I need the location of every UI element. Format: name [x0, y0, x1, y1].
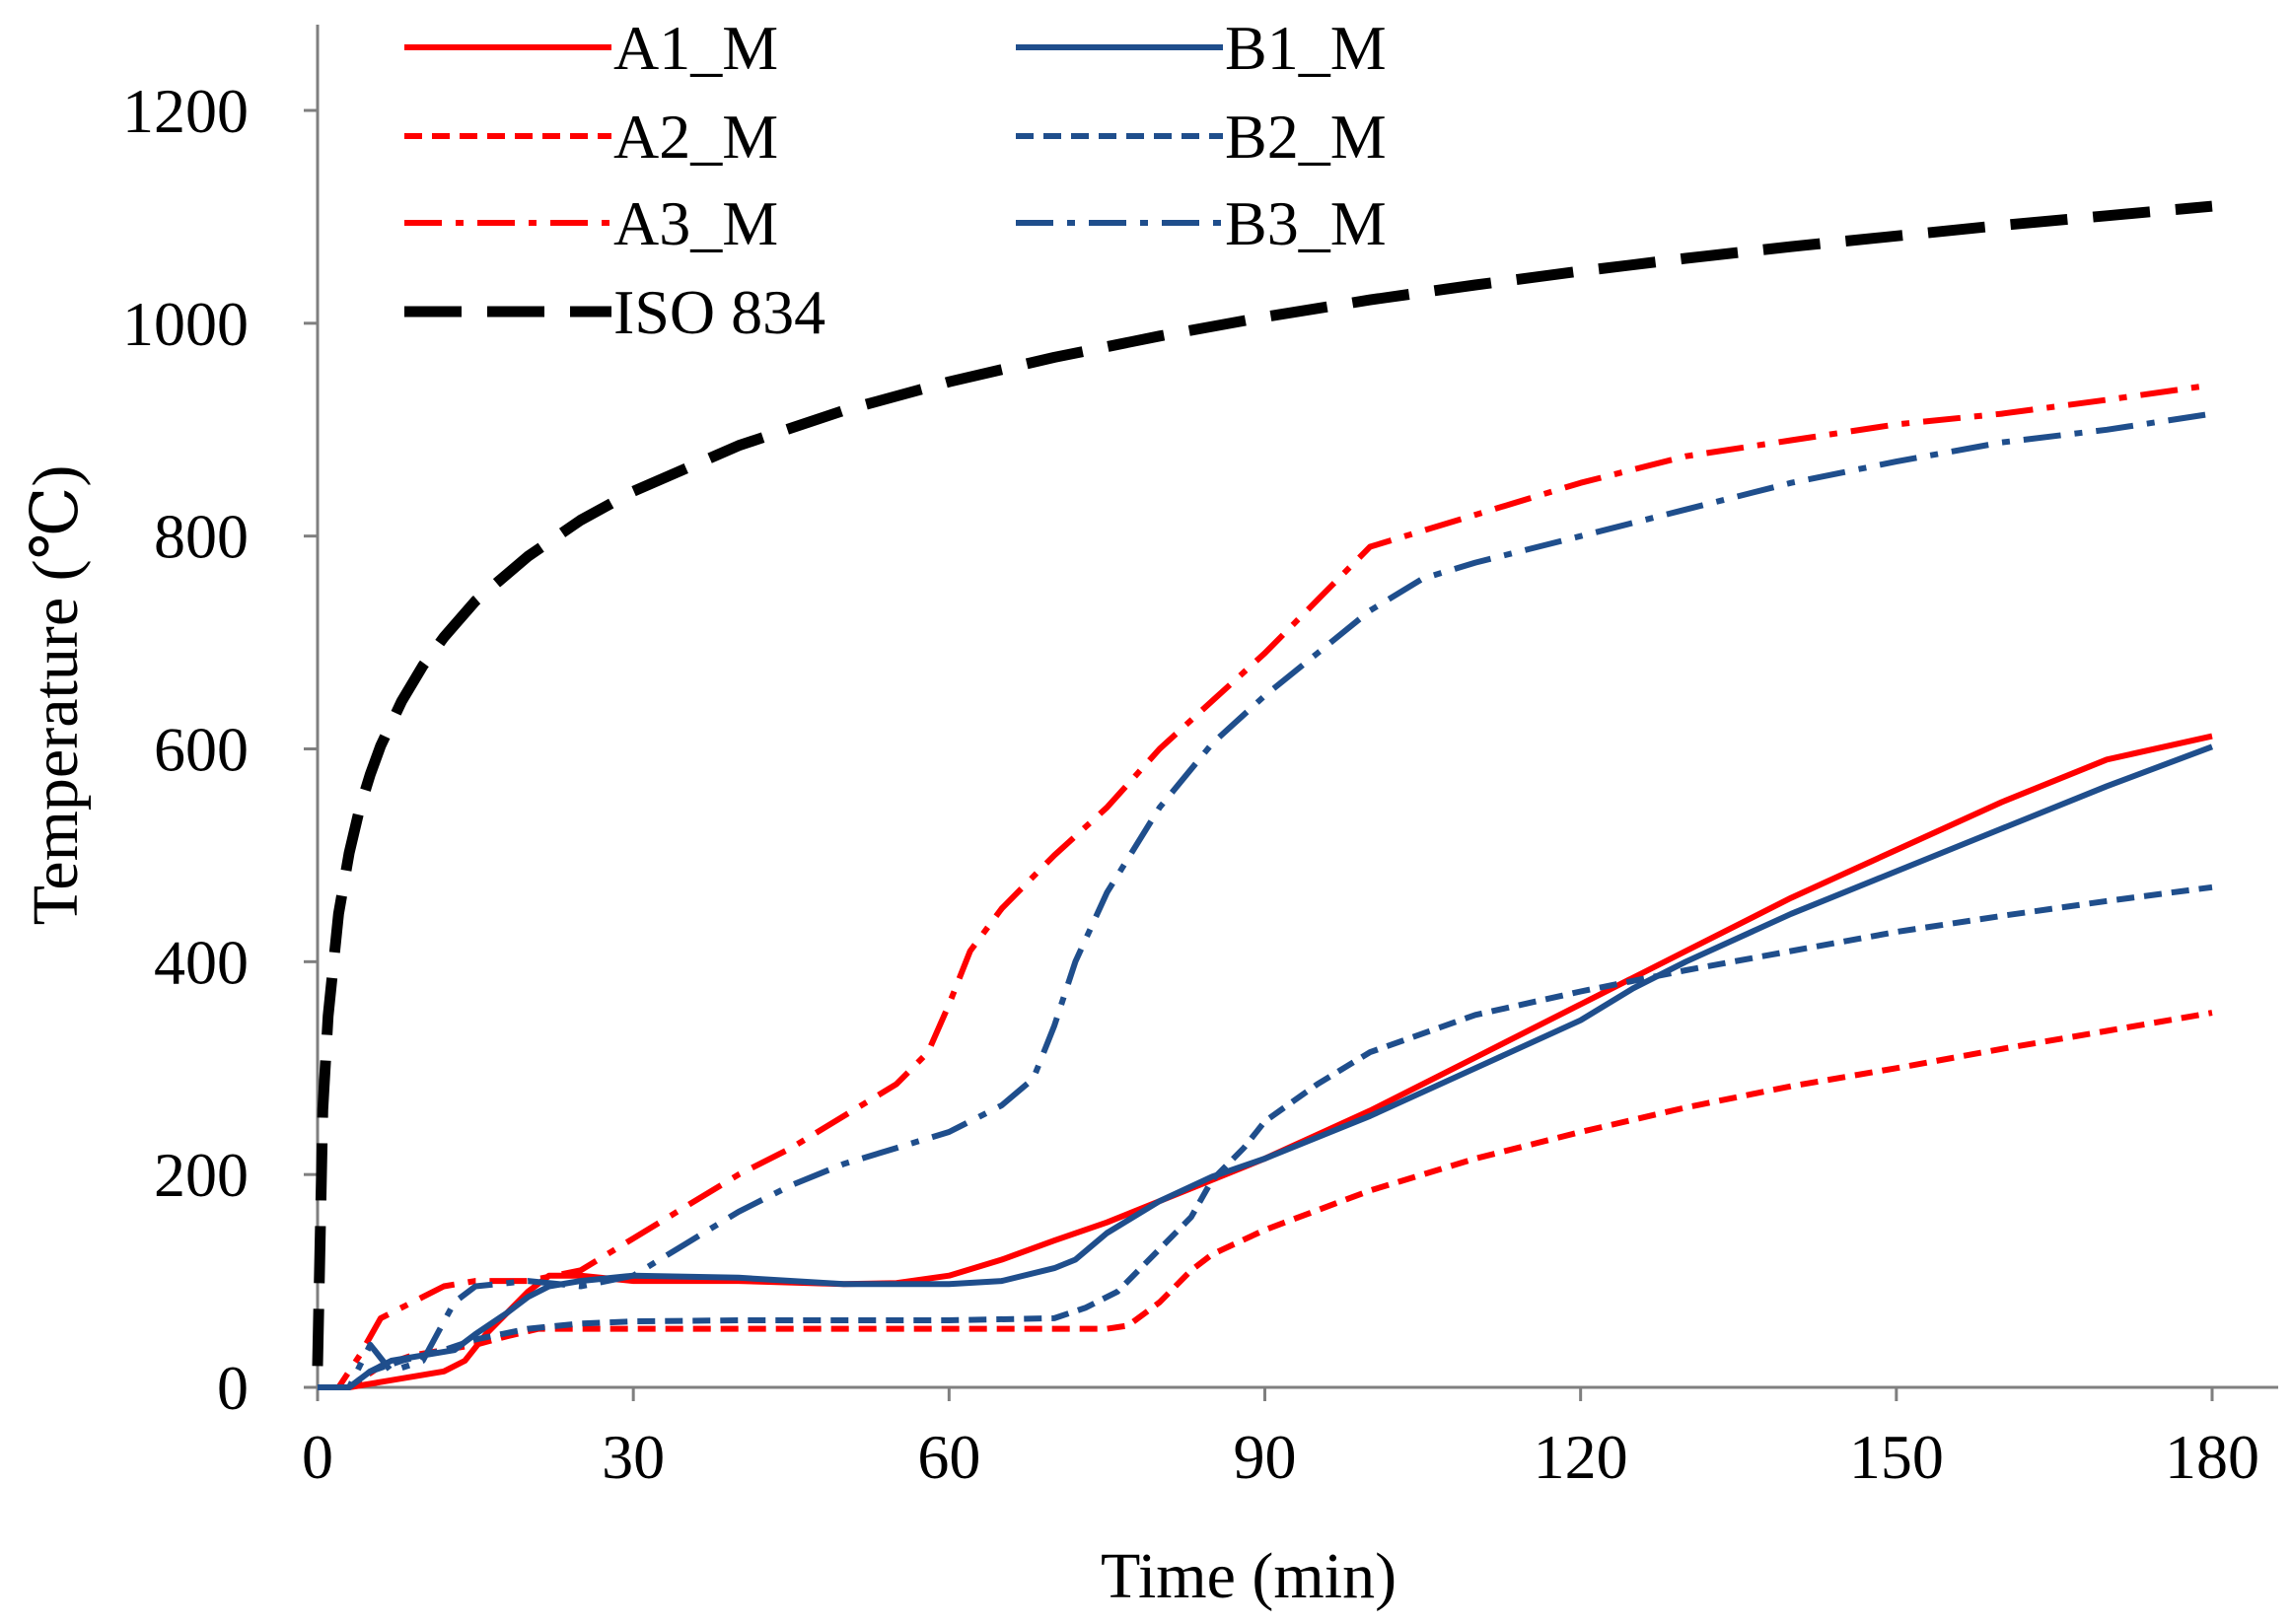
legend-label-b1-m: B1_M — [1225, 13, 1387, 83]
x-axis-title: Time (min) — [1101, 1540, 1397, 1612]
legend-label-a3-m: A3_M — [613, 188, 778, 258]
y-tick-label: 800 — [154, 502, 249, 572]
y-tick-label: 600 — [154, 715, 249, 785]
legend-label-b2-m: B2_M — [1225, 102, 1387, 172]
series-lines — [312, 200, 2214, 1390]
y-axis-title: Temperature (℃) — [20, 465, 92, 926]
y-tick-label: 0 — [217, 1353, 249, 1423]
series-line-a1-m — [318, 733, 2213, 1390]
legend-label-a1-m: A1_M — [613, 13, 778, 83]
series-line-b2-m — [318, 883, 2213, 1390]
x-tick-label: 90 — [1234, 1422, 1297, 1492]
y-tick-label: 200 — [154, 1140, 249, 1210]
x-tick-label: 60 — [917, 1422, 980, 1492]
y-tick-label: 1200 — [122, 76, 249, 146]
y-tick-label: 1000 — [122, 289, 249, 359]
series-line-b1-m — [318, 743, 2214, 1390]
legend: A1_M B1_M A2_M B2_M A3_M B3_M ISO 834 — [404, 13, 1387, 347]
legend-label-iso-834: ISO 834 — [613, 277, 825, 347]
y-tick-label: 400 — [154, 927, 249, 997]
x-tick-label: 0 — [302, 1422, 333, 1492]
legend-label-b3-m: B3_M — [1225, 188, 1387, 258]
series-line-b3-m — [318, 410, 2213, 1390]
x-tick-label: 120 — [1534, 1422, 1628, 1492]
series-line-iso-834 — [312, 200, 2213, 1367]
ticks: 0 30 60 90 120 150 180 0 200 400 600 800 1000 1200 — [122, 76, 2259, 1492]
series-line-a2-m — [318, 1010, 2213, 1390]
x-tick-label: 150 — [1849, 1422, 1944, 1492]
x-tick-label: 180 — [2165, 1422, 2259, 1492]
legend-label-a2-m: A2_M — [613, 102, 778, 172]
x-tick-label: 30 — [602, 1422, 665, 1492]
series-line-a3-m — [318, 382, 2213, 1390]
